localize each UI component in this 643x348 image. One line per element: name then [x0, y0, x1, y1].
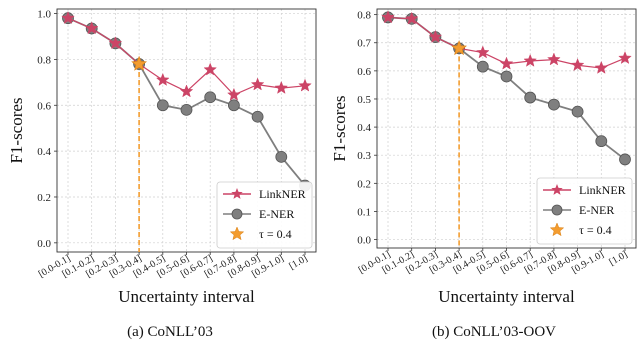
y-tick-label: 0.0 — [357, 235, 371, 247]
ener-point — [500, 70, 513, 83]
ener-point — [204, 91, 217, 104]
linkner-point — [499, 56, 514, 70]
ener-point — [548, 98, 560, 111]
linkner-point — [61, 10, 75, 24]
ener-point — [571, 105, 584, 118]
figure-caption: (a) CoNLL’03 — [127, 324, 213, 340]
linkner-point — [203, 62, 218, 76]
y-tick-label: 0.8 — [37, 54, 51, 66]
y-tick-label: 0.3 — [357, 150, 371, 162]
linkner-point — [570, 58, 585, 72]
linkner-point — [298, 78, 312, 92]
linkner-point — [428, 29, 443, 43]
linkner-point — [250, 77, 265, 91]
y-tick-label: 0.6 — [37, 100, 51, 112]
ener-point — [595, 135, 608, 148]
x-tick-label: [1.0] — [287, 253, 309, 272]
legend-tau-marker — [549, 222, 565, 237]
legend-star-marker — [551, 184, 563, 195]
linkner-point — [274, 80, 289, 94]
legend-circle-marker — [231, 208, 243, 220]
y-tick-label: 0.0 — [37, 238, 51, 250]
legend-label: E-NER — [259, 207, 294, 221]
ener-point — [156, 99, 169, 112]
legend-label: E-NER — [579, 203, 614, 217]
ener-point — [180, 103, 193, 116]
y-tick-label: 1.0 — [37, 9, 51, 21]
legend-circle-marker — [551, 204, 563, 216]
y-tick-label: 0.1 — [357, 206, 371, 218]
legend-label: τ = 0.4 — [579, 223, 612, 237]
linkner-point — [227, 87, 241, 101]
ener-point — [251, 110, 264, 123]
legend: LinkNER E-NER τ = 0.4 — [216, 181, 313, 249]
ener-point — [476, 60, 489, 73]
ener-point — [524, 91, 537, 104]
legend: LinkNER E-NER τ = 0.4 — [536, 177, 633, 245]
legend-label: LinkNER — [259, 187, 306, 201]
linkner-point — [523, 53, 538, 67]
y-tick-label: 0.8 — [357, 10, 371, 22]
linkner-point — [475, 45, 490, 59]
x-axis-label: Uncertainty interval — [438, 287, 575, 306]
ener-point — [619, 153, 631, 166]
figure-caption: (b) CoNLL’03-OOV — [432, 324, 556, 340]
y-tick-label: 0.4 — [37, 146, 51, 158]
y-tick-label: 0.4 — [357, 122, 371, 134]
tau-marker — [451, 40, 467, 56]
linkner-point — [618, 51, 632, 65]
legend-label: LinkNER — [579, 183, 626, 197]
y-tick-label: 0.2 — [357, 178, 371, 190]
y-tick-label: 0.7 — [357, 38, 371, 50]
legend-star-marker — [231, 188, 243, 199]
linkner-point — [381, 10, 395, 24]
linkner-point — [108, 36, 123, 50]
chart-panel-b: 0.00.10.20.30.40.50.60.70.8[0.0-0.1][0.1… — [330, 8, 637, 340]
linkner-point — [84, 21, 99, 35]
chart-panel-a: 0.00.20.40.60.81.0[0.0-0.1][0.1-0.2][0.2… — [7, 8, 317, 340]
ener-point — [227, 99, 240, 112]
y-tick-label: 0.2 — [37, 192, 51, 204]
y-axis-label: F1-scores — [7, 97, 26, 163]
linkner-point — [155, 72, 170, 86]
y-tick-label: 0.5 — [357, 94, 371, 106]
tau-marker — [131, 55, 147, 71]
x-axis-label: Uncertainty interval — [118, 287, 255, 306]
legend-tau-marker — [229, 226, 245, 241]
legend-label: τ = 0.4 — [259, 227, 292, 241]
x-tick-label: [1.0] — [607, 249, 629, 268]
linkner-point — [179, 84, 194, 98]
linkner-point — [547, 52, 561, 66]
y-axis-label: F1-scores — [330, 95, 349, 161]
linkner-point — [404, 11, 419, 25]
y-tick-label: 0.6 — [357, 66, 371, 78]
ener-point — [275, 150, 288, 163]
linkner-point — [594, 60, 609, 74]
